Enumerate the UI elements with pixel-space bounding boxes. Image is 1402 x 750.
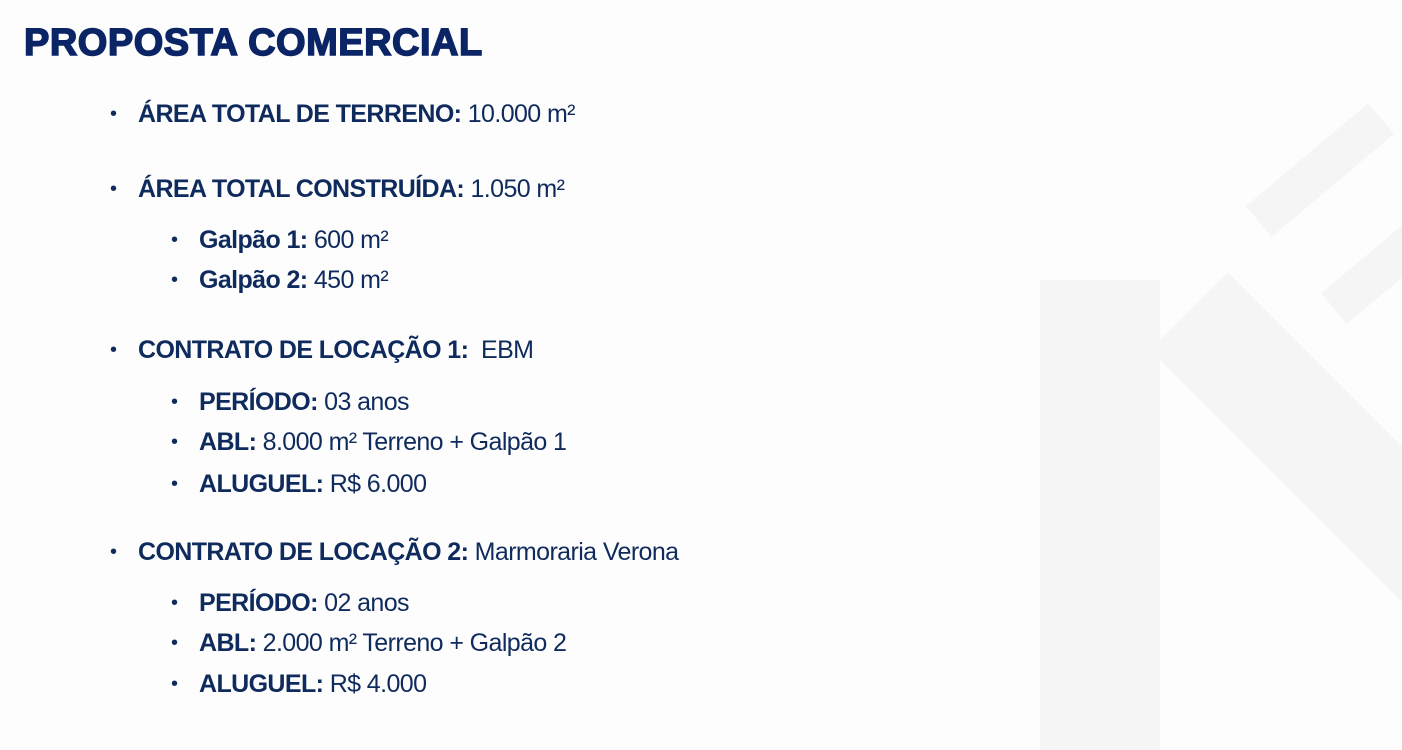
list-item: • CONTRATO DE LOCAÇÃO 2: Marmoraria Veron… [110, 538, 679, 566]
bullet-icon: • [171, 431, 178, 453]
page-title: PROPOSTA COMERCIAL [23, 21, 483, 65]
list-subitem: • ALUGUEL: R$ 4.000 [171, 670, 427, 698]
bullet-icon: • [171, 673, 178, 695]
bullet-icon: • [171, 391, 178, 413]
list-subitem: • Galpão 1: 600 m² [171, 226, 389, 254]
list-subitem: • PERÍODO: 02 anos [171, 589, 410, 617]
list-subitem: • ABL: 8.000 m² Terreno + Galpão 1 [171, 428, 567, 456]
list-subitem: • ABL: 2.000 m² Terreno + Galpão 2 [171, 629, 567, 657]
bullet-icon: • [171, 592, 178, 614]
watermark-shape [1150, 272, 1402, 704]
bullet-icon: • [110, 103, 117, 125]
bullet-icon: • [110, 339, 117, 361]
list-subitem: • Galpão 2: 450 m² [171, 266, 389, 294]
list-item: • ÁREA TOTAL CONSTRUÍDA: 1.050 m² [110, 175, 565, 203]
watermark-shape [1040, 280, 1160, 750]
list-item: • CONTRATO DE LOCAÇÃO 1: EBM [110, 336, 534, 364]
watermark-shape [1245, 103, 1395, 237]
bullet-icon: • [171, 632, 178, 654]
list-subitem: • ALUGUEL: R$ 6.000 [171, 470, 427, 498]
bullet-icon: • [171, 269, 178, 291]
bullet-icon: • [171, 229, 178, 251]
list-subitem: • PERÍODO: 03 anos [171, 388, 410, 416]
bullet-icon: • [110, 541, 117, 563]
bullet-icon: • [110, 178, 117, 200]
bullet-icon: • [171, 473, 178, 495]
watermark-shape [1321, 216, 1402, 324]
list-item: • ÁREA TOTAL DE TERRENO: 10.000 m² [110, 100, 576, 128]
